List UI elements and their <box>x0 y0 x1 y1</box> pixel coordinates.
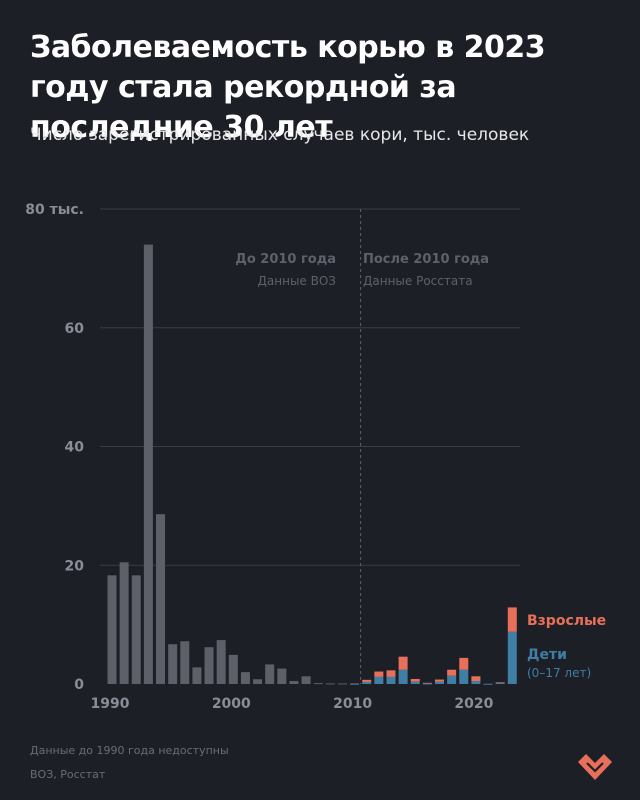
bar-who-1990 <box>107 575 117 684</box>
legend-children-note: (0–17 лет) <box>527 666 591 680</box>
bar-adults-2011 <box>362 679 372 682</box>
footer-source: ВОЗ, Росстат <box>30 768 106 781</box>
annotation-before-title: До 2010 года <box>235 252 336 267</box>
bar-adults-2014 <box>398 656 408 670</box>
bar-children-2017 <box>435 681 445 684</box>
x-tick-label: 2020 <box>454 696 493 712</box>
y-tick-label: 0 <box>74 677 84 693</box>
bar-who-1995 <box>168 644 178 684</box>
bar-who-2007 <box>313 683 323 685</box>
annotation-after-title: После 2010 года <box>363 252 489 267</box>
measles-chart: До 2010 года Данные ВОЗ После 2010 года … <box>25 202 606 712</box>
bar-who-2006 <box>301 676 311 684</box>
bar-children-2018 <box>447 675 457 684</box>
annotation-before-source: Данные ВОЗ <box>258 274 336 288</box>
bar-adults-2022 <box>495 682 505 683</box>
y-tick-label: 80 тыс. <box>25 202 84 218</box>
bar-adults-2023 <box>507 607 517 632</box>
bar-adults-2013 <box>386 670 396 677</box>
bar-who-2002 <box>253 679 263 684</box>
footer-note: Данные до 1990 года недоступны <box>30 744 229 757</box>
bar-who-2000 <box>228 654 238 684</box>
bars <box>107 244 517 685</box>
bar-who-1992 <box>131 575 141 684</box>
brand-logo <box>578 754 612 780</box>
bar-adults-2017 <box>435 679 445 682</box>
bar-who-2009 <box>337 683 347 685</box>
bar-who-2001 <box>240 672 250 684</box>
bar-adults-2019 <box>459 657 469 670</box>
legend-children: Дети <box>527 647 567 663</box>
page-title: Заболеваемость корью в 2023 году стала р… <box>30 30 546 145</box>
bar-who-2003 <box>265 664 275 684</box>
bar-who-2004 <box>277 668 287 684</box>
bar-adults-2020 <box>471 676 481 682</box>
bar-who-1998 <box>204 647 214 684</box>
y-tick-label: 20 <box>65 558 85 574</box>
y-tick-label: 60 <box>65 321 85 337</box>
bar-who-1996 <box>180 641 190 684</box>
y-tick-label: 40 <box>65 440 85 456</box>
x-tick-label: 2010 <box>333 696 372 712</box>
bar-adults-2018 <box>447 669 457 676</box>
y-axis-ticks: 0 20 40 60 80 тыс. <box>25 202 84 693</box>
x-tick-label: 1990 <box>91 696 130 712</box>
bar-who-2005 <box>289 681 299 684</box>
bar-children-2012 <box>374 676 384 684</box>
bar-adults-2015 <box>410 678 420 682</box>
x-tick-label: 2000 <box>212 696 251 712</box>
bar-children-2020 <box>471 681 481 684</box>
bar-who-1999 <box>216 640 226 684</box>
legend-adults: Взрослые <box>527 613 606 629</box>
bar-who-1993 <box>143 244 153 684</box>
grid-lines <box>100 208 520 566</box>
bar-who-1994 <box>156 514 166 684</box>
bar-who-1997 <box>192 667 202 684</box>
bar-adults-2016 <box>422 682 432 684</box>
bar-children-2013 <box>386 676 396 684</box>
bar-children-2016 <box>422 683 432 685</box>
bar-children-2023 <box>507 631 517 684</box>
bar-children-2022 <box>495 682 505 684</box>
bar-children-2010 <box>350 683 360 685</box>
bar-children-2019 <box>459 669 469 684</box>
annotation-after-source: Данные Росстата <box>363 274 473 288</box>
bar-children-2014 <box>398 669 408 684</box>
bar-who-2008 <box>325 683 335 685</box>
bar-children-2015 <box>410 681 420 684</box>
bar-children-2021 <box>483 683 493 685</box>
x-axis-ticks: 1990 2000 2010 2020 <box>91 696 494 712</box>
chart-subtitle: Число зарегистрированных случаев кори, т… <box>30 125 530 145</box>
bar-adults-2012 <box>374 671 384 677</box>
bar-who-1991 <box>119 562 129 684</box>
bar-children-2011 <box>362 681 372 684</box>
